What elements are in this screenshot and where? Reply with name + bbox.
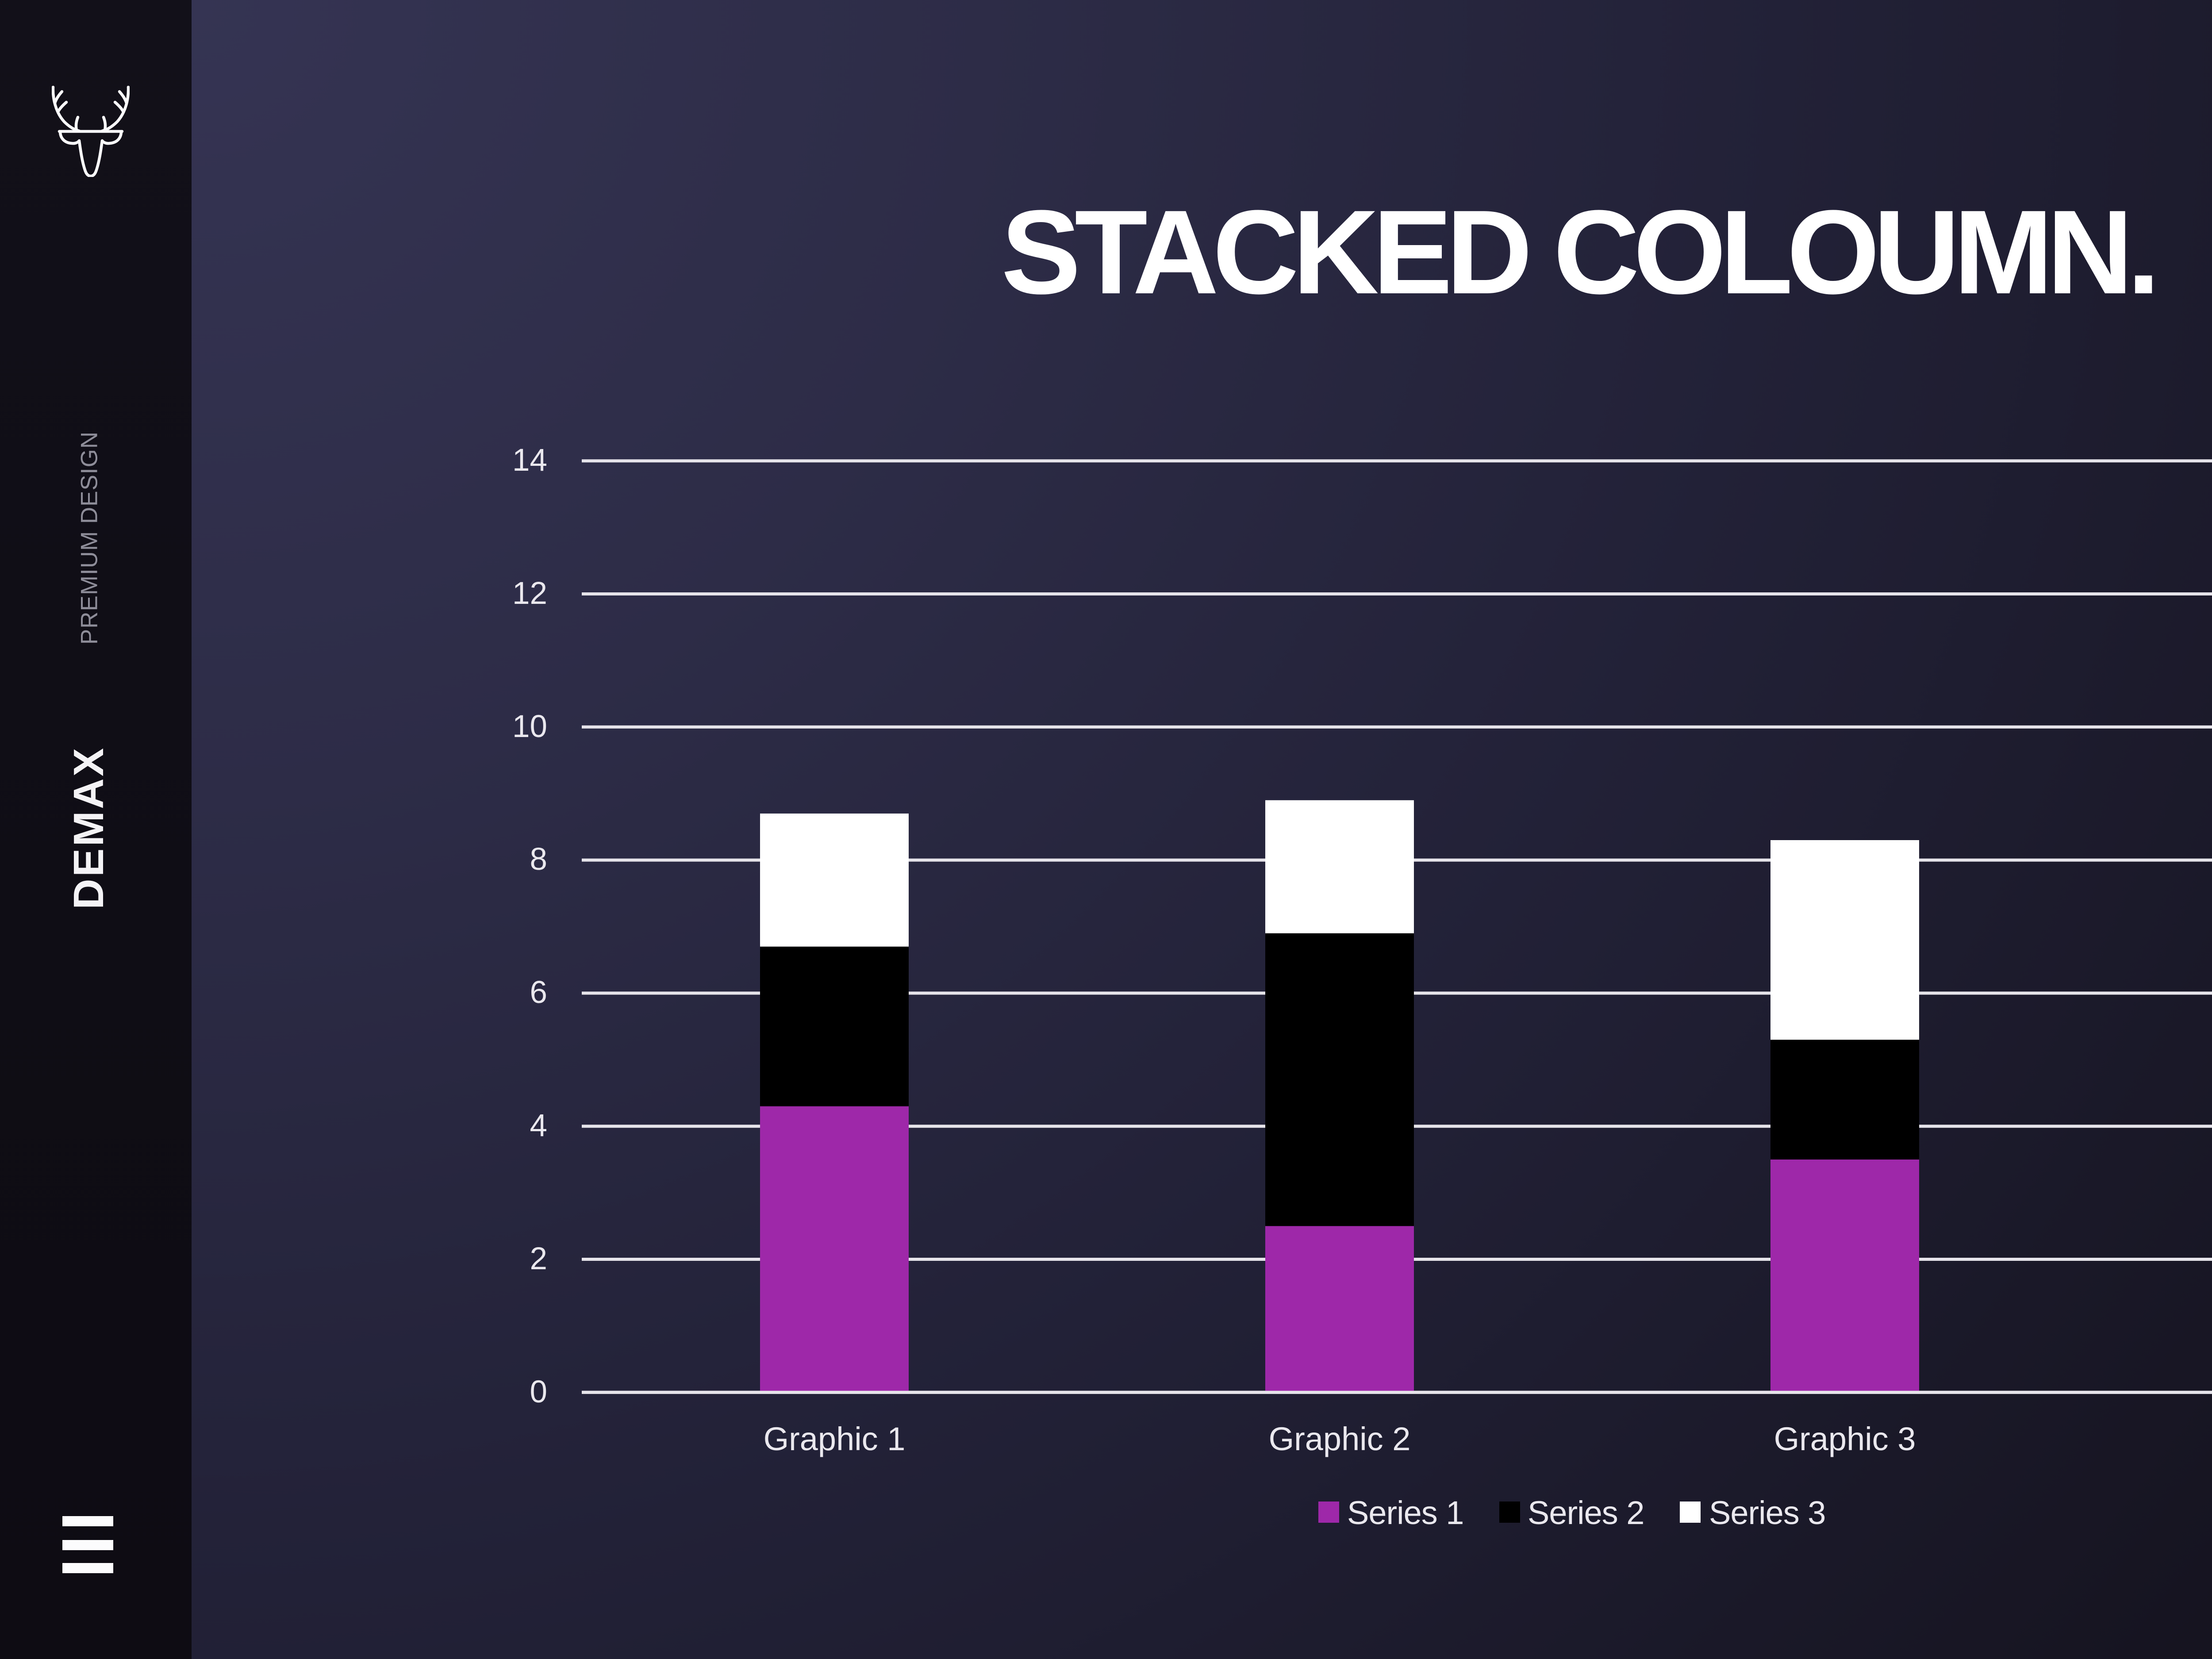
svg-text:0: 0	[530, 1375, 548, 1409]
svg-text:4: 4	[530, 1108, 548, 1143]
svg-text:12: 12	[512, 576, 547, 611]
svg-text:2: 2	[530, 1241, 548, 1276]
svg-text:Graphic 3: Graphic 3	[1774, 1421, 1916, 1457]
svg-text:Series 3: Series 3	[1709, 1494, 1825, 1531]
svg-text:10: 10	[512, 709, 547, 744]
svg-text:Series 2: Series 2	[1528, 1494, 1644, 1531]
svg-text:8: 8	[530, 842, 548, 877]
svg-text:Series 1: Series 1	[1347, 1494, 1463, 1531]
svg-text:14: 14	[512, 443, 547, 478]
svg-text:Graphic 2: Graphic 2	[1269, 1421, 1411, 1457]
svg-text:Graphic 1: Graphic 1	[764, 1421, 906, 1457]
svg-text:6: 6	[530, 975, 548, 1010]
